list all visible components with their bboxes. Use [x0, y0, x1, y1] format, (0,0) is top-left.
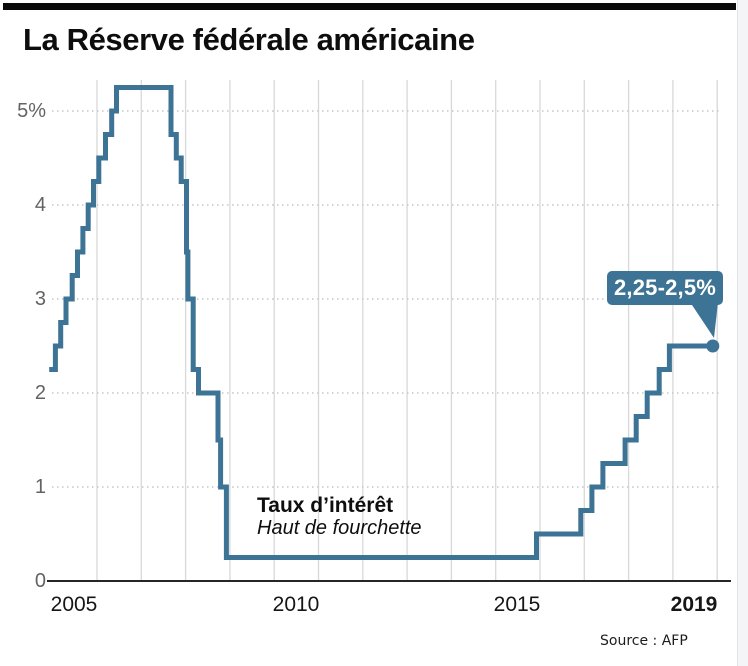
series-sublabel: Haut de fourchette: [257, 517, 422, 539]
chart-title: La Réserve fédérale américaine: [23, 22, 475, 57]
y-axis-tick: 2: [34, 382, 46, 404]
y-axis-tick: 3: [34, 288, 46, 310]
x-axis-tick: 2019: [670, 593, 718, 616]
y-axis-tick: 0: [34, 570, 46, 592]
y-axis-tick: 4: [34, 194, 46, 216]
x-axis-tick: 2015: [493, 593, 541, 616]
x-axis-tick: 2010: [272, 593, 320, 616]
x-axis-tick: 2005: [50, 593, 98, 616]
source-credit: Source : AFP: [600, 633, 688, 649]
right-margin-strip: [737, 0, 748, 666]
y-axis-tick: 5%: [17, 100, 46, 122]
series-annotation: Taux d’intérêt Haut de fourchette: [257, 494, 422, 540]
y-axis-tick: 1: [34, 476, 46, 498]
value-callout: 2,25-2,5%: [607, 271, 723, 305]
series-label: Taux d’intérêt: [257, 494, 394, 517]
top-accent-bar: [3, 3, 736, 10]
